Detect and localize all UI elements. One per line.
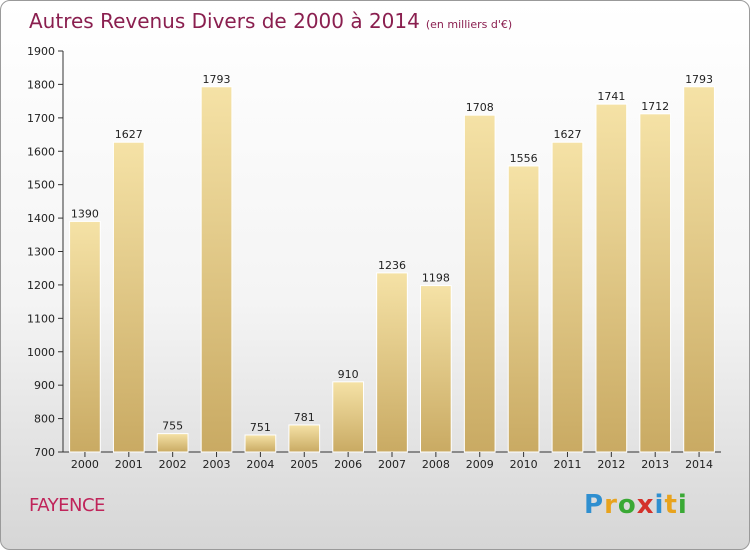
- bar-value-label: 910: [338, 368, 359, 381]
- y-tick-label: 1100: [27, 312, 55, 325]
- bar-value-label: 1627: [553, 128, 581, 141]
- bar-value-label: 1708: [466, 101, 494, 114]
- y-tick-label: 1900: [27, 45, 55, 58]
- logo-letter: o: [617, 490, 637, 520]
- bar-value-label: 1793: [203, 73, 231, 86]
- bar: [595, 103, 628, 453]
- bar: [112, 141, 145, 453]
- town-name: FAYENCE: [29, 495, 105, 516]
- bar-value-label: 1712: [641, 100, 669, 113]
- y-tick-label: 1200: [27, 279, 55, 292]
- bar: [332, 381, 364, 453]
- bar: [507, 165, 540, 453]
- x-tick-label: 2006: [334, 458, 362, 471]
- y-tick-label: 1500: [27, 179, 55, 192]
- bar: [683, 86, 715, 453]
- bar-value-label: 1741: [597, 90, 625, 103]
- x-tick-label: 2000: [71, 458, 99, 471]
- logo-letter: i: [654, 490, 665, 520]
- y-tick-label: 1700: [27, 112, 55, 125]
- logo-letter: t: [664, 490, 678, 520]
- bar: [639, 113, 672, 453]
- x-tick-label: 2002: [159, 458, 187, 471]
- logo-letter: x: [636, 490, 655, 520]
- x-tick-label: 2010: [510, 458, 538, 471]
- y-tick-label: 1400: [27, 212, 55, 225]
- bar: [156, 433, 189, 453]
- chart-title: Autres Revenus Divers de 2000 à 2014 (en …: [29, 9, 512, 33]
- bar-value-label: 1627: [115, 128, 143, 141]
- x-tick-label: 2014: [685, 458, 713, 471]
- y-tick-label: 800: [34, 413, 55, 426]
- bar-value-label: 1390: [71, 207, 99, 220]
- x-tick-label: 2004: [246, 458, 274, 471]
- bar: [200, 86, 233, 453]
- y-tick-label: 700: [34, 446, 55, 459]
- logo-letter: P: [584, 490, 605, 520]
- bar: [420, 285, 452, 453]
- bar: [244, 434, 277, 453]
- bar: [69, 220, 101, 453]
- x-tick-label: 2007: [378, 458, 406, 471]
- bar-value-label: 1236: [378, 259, 406, 272]
- bar: [463, 114, 496, 453]
- bar-value-label: 1198: [422, 272, 450, 285]
- x-tick-label: 2001: [115, 458, 143, 471]
- chart-subtitle: (en milliers d'€): [425, 18, 513, 31]
- y-tick-label: 900: [34, 379, 55, 392]
- bar: [288, 424, 321, 453]
- x-tick-label: 2011: [553, 458, 581, 471]
- x-tick-label: 2012: [597, 458, 625, 471]
- bar-value-label: 1556: [510, 152, 538, 165]
- y-tick-label: 1800: [27, 78, 55, 91]
- x-tick-label: 2013: [641, 458, 669, 471]
- chart-title-text: Autres Revenus Divers de 2000 à 2014: [29, 9, 420, 33]
- bar-value-label: 751: [250, 421, 271, 434]
- x-tick-label: 2008: [422, 458, 450, 471]
- y-tick-label: 1300: [27, 246, 55, 259]
- bar: [551, 141, 584, 453]
- bar-value-label: 755: [162, 420, 183, 433]
- x-tick-label: 2003: [203, 458, 231, 471]
- bar-value-label: 781: [294, 411, 315, 424]
- bar-value-label: 1793: [685, 73, 713, 86]
- x-tick-label: 2009: [466, 458, 494, 471]
- x-tick-label: 2005: [290, 458, 318, 471]
- bar: [376, 272, 408, 453]
- y-tick-label: 1600: [27, 145, 55, 158]
- logo-letter: r: [604, 490, 618, 520]
- logo-letter: i: [677, 490, 688, 520]
- proxiti-logo: Proxiti: [584, 490, 688, 520]
- y-tick-label: 1000: [27, 346, 55, 359]
